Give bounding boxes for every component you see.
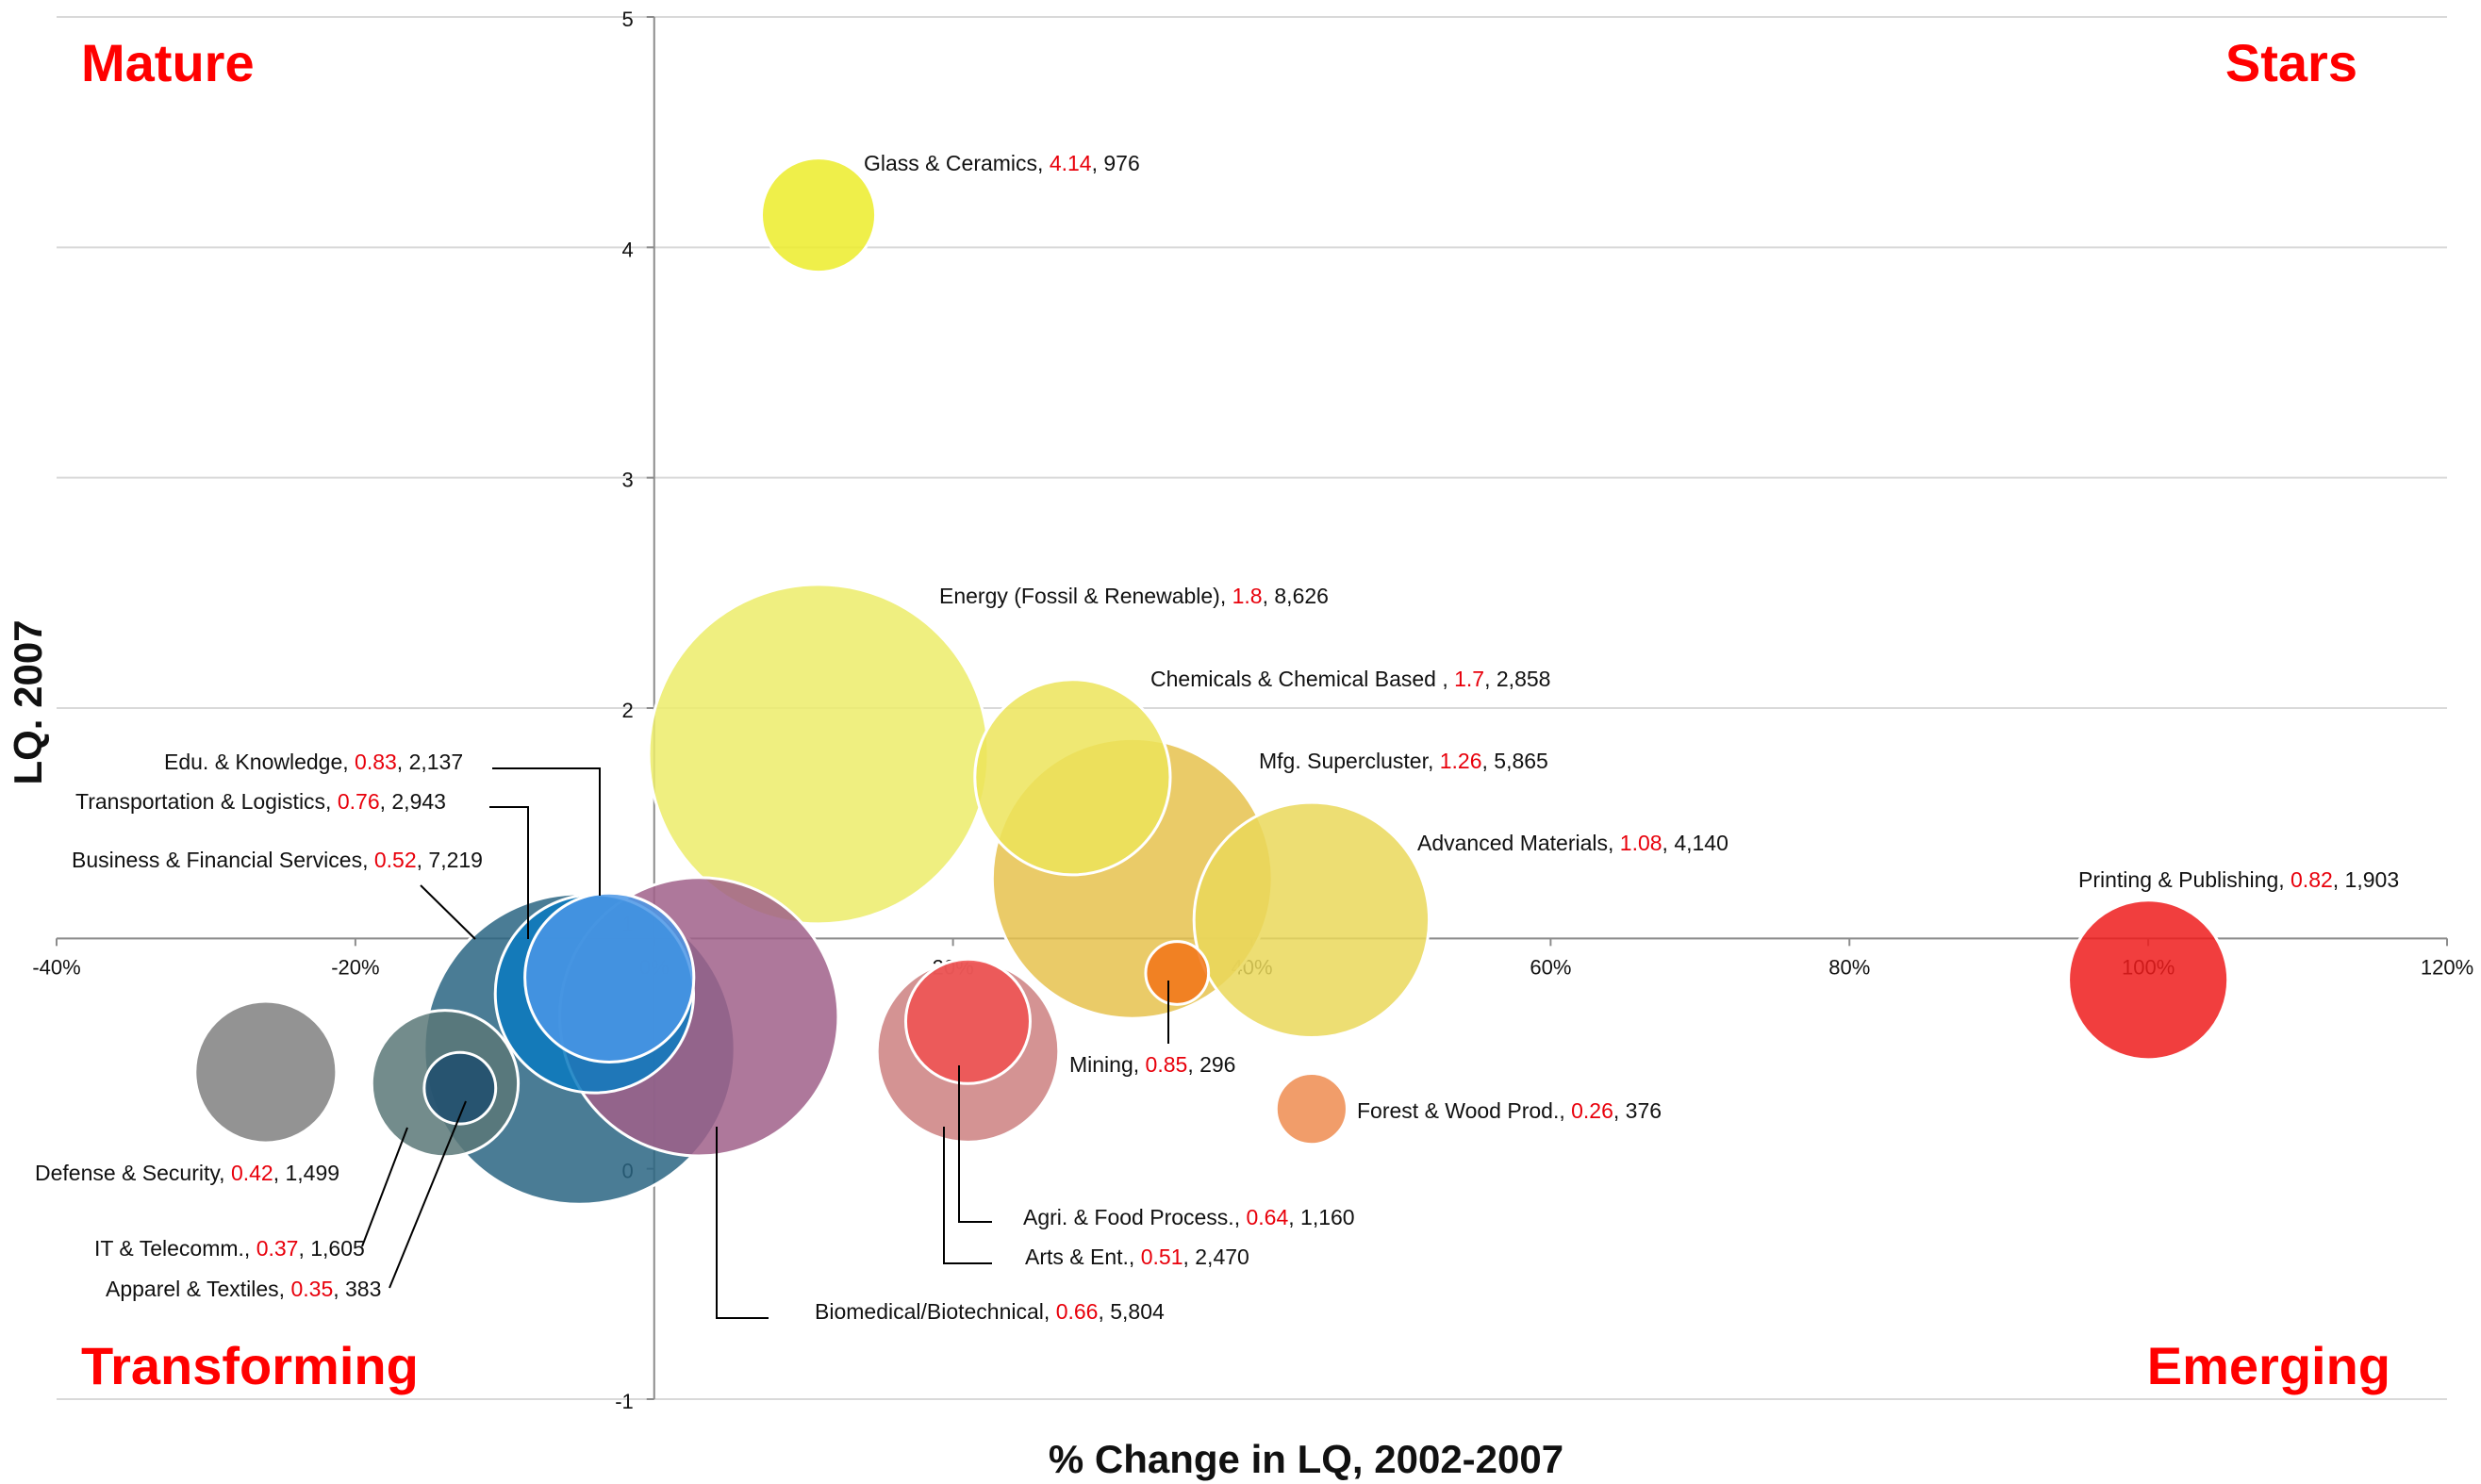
bubble-chemicals-chemical-based: [973, 678, 1172, 877]
quadrant-label-emerging: Emerging: [2147, 1336, 2390, 1395]
bubble-advanced-materials: [1192, 800, 1431, 1039]
bubble-label-transportation-logistics: Transportation & Logistics, 0.76, 2,943: [75, 789, 446, 814]
leader-line-it-telecomm: [361, 1127, 408, 1247]
y-tick-label: 4: [622, 238, 634, 261]
bubble-apparel-textiles: [422, 1050, 498, 1126]
quadrant-label-stars: Stars: [2225, 33, 2357, 92]
y-tick-label: 2: [622, 699, 634, 722]
leader-lines: [361, 767, 1169, 1319]
gridlines: [57, 16, 2447, 1400]
bubble-defense-security: [193, 999, 339, 1145]
x-tick-label: 120%: [2421, 955, 2473, 979]
y-tick-label: -1: [615, 1390, 634, 1413]
leader-line-agri-food-process: [958, 1065, 992, 1223]
bubble-agri-food-process: [903, 957, 1032, 1085]
leader-line-transportation-logistics: [489, 806, 529, 939]
bubble-label-defense-security: Defense & Security, 0.42, 1,499: [35, 1161, 339, 1185]
bubble-label-printing-publishing: Printing & Publishing, 0.82, 1,903: [2078, 867, 2399, 892]
bubbles: [193, 157, 2230, 1206]
y-tick-label: 3: [622, 469, 634, 492]
leader-line-apparel-textiles: [389, 1100, 467, 1289]
leader-line-business-financial-services: [420, 884, 476, 940]
bubble-edu-knowledge: [523, 891, 696, 1064]
bubble-forest-wood-prod: [1274, 1072, 1348, 1146]
x-tick-label: -40%: [32, 955, 80, 979]
x-tick-label: 80%: [1828, 955, 1870, 979]
bubble-label-chemicals-chemical-based: Chemicals & Chemical Based , 1.7, 2,858: [1150, 667, 1550, 691]
bubble-label-business-financial-services: Business & Financial Services, 0.52, 7,2…: [72, 848, 483, 872]
bubble-label-arts-ent: Arts & Ent., 0.51, 2,470: [1025, 1245, 1249, 1269]
bubble-printing-publishing: [2067, 899, 2230, 1062]
x-tick-label: 60%: [1530, 955, 1571, 979]
bubble-label-apparel-textiles: Apparel & Textiles, 0.35, 383: [106, 1277, 381, 1301]
bubble-label-it-telecomm: IT & Telecomm., 0.37, 1,605: [94, 1236, 365, 1261]
bubble-energy-fossil-renewable: [647, 583, 990, 926]
bubble-label-edu-knowledge: Edu. & Knowledge, 0.83, 2,137: [164, 750, 463, 774]
x-tick-label: -20%: [331, 955, 379, 979]
bubble-glass-ceramics: [759, 157, 878, 274]
bubble-labels: Glass & Ceramics, 4.14, 976 Energy (Fossi…: [35, 151, 2399, 1324]
bubble-label-mfg-supercluster: Mfg. Supercluster, 1.26, 5,865: [1259, 749, 1548, 773]
bubble-label-advanced-materials: Advanced Materials, 1.08, 4,140: [1417, 831, 1728, 855]
x-axis-title: % Change in LQ, 2002-2007: [1049, 1437, 1563, 1481]
leader-line-biomedical-biotechnical: [716, 1127, 769, 1319]
tick-labels: -40%-20%0%20%40%60%80%100%120%-1012345: [32, 8, 2473, 1413]
bubble-label-forest-wood-prod: Forest & Wood Prod., 0.26, 376: [1357, 1098, 1662, 1123]
bubble-label-mining: Mining, 0.85, 296: [1069, 1052, 1235, 1077]
y-tick-label: 5: [622, 8, 634, 31]
y-axis-title: LQ. 2007: [6, 619, 50, 784]
bubble-label-agri-food-process: Agri. & Food Process., 0.64, 1,160: [1023, 1205, 1355, 1229]
bubble-mining: [1144, 940, 1211, 1006]
bubble-label-glass-ceramics: Glass & Ceramics, 4.14, 976: [864, 151, 1140, 175]
bubble-label-biomedical-biotechnical: Biomedical/Biotechnical, 0.66, 5,804: [815, 1299, 1165, 1324]
quadrant-label-transforming: Transforming: [81, 1336, 419, 1395]
bubble-label-energy-fossil-renewable: Energy (Fossil & Renewable), 1.8, 8,626: [939, 584, 1329, 608]
leader-line-edu-knowledge: [492, 767, 601, 896]
leader-line-arts-ent: [943, 1127, 992, 1264]
quadrant-label-mature: Mature: [81, 33, 255, 92]
